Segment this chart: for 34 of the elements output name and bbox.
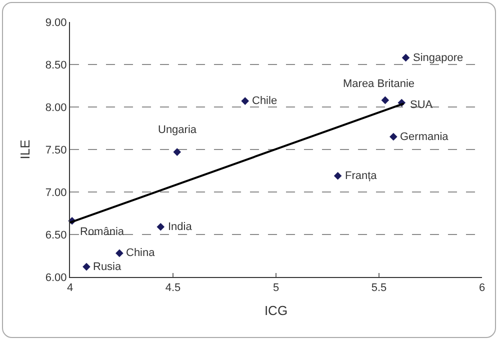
point [173,148,182,156]
x-tick-label: 6 [478,282,486,294]
point [390,132,398,141]
y-tick-label: 9.00 [45,16,67,29]
point [116,249,124,258]
point [402,54,410,62]
annotation: Rusia [93,261,122,273]
point [241,97,249,105]
annotation: India [168,221,193,233]
y-tick-label: 6.50 [45,229,67,242]
y-tick-label: 8.50 [45,59,67,72]
y-tick-label: 7.00 [45,186,67,199]
annotation: Ungaria [158,124,198,136]
annotation: Marea Britanie [343,78,415,90]
y-tick-label: 8.00 [45,102,67,114]
x-axis-title: ICG [264,302,288,318]
y-axis-title: ILE [17,139,32,160]
annotation: China [126,247,156,259]
x-tick-label: 5 [272,282,280,294]
x-tick-label: 5.5 [371,282,387,294]
point [334,172,342,180]
annotation: Franța [345,170,378,182]
annotation: România [80,226,125,238]
x-tick-label: 4 [66,282,74,294]
annotation: Singapore [413,52,464,64]
x-tick-label: 4.5 [165,282,181,294]
point [156,222,165,231]
annotation: Chile [252,95,278,107]
point [381,96,390,104]
y-tick-label: 6.00 [45,272,67,284]
annotation: Germania [400,131,450,143]
y-tick-label: 7.50 [45,144,67,156]
annotation: SUA [410,99,434,111]
point [82,262,90,271]
